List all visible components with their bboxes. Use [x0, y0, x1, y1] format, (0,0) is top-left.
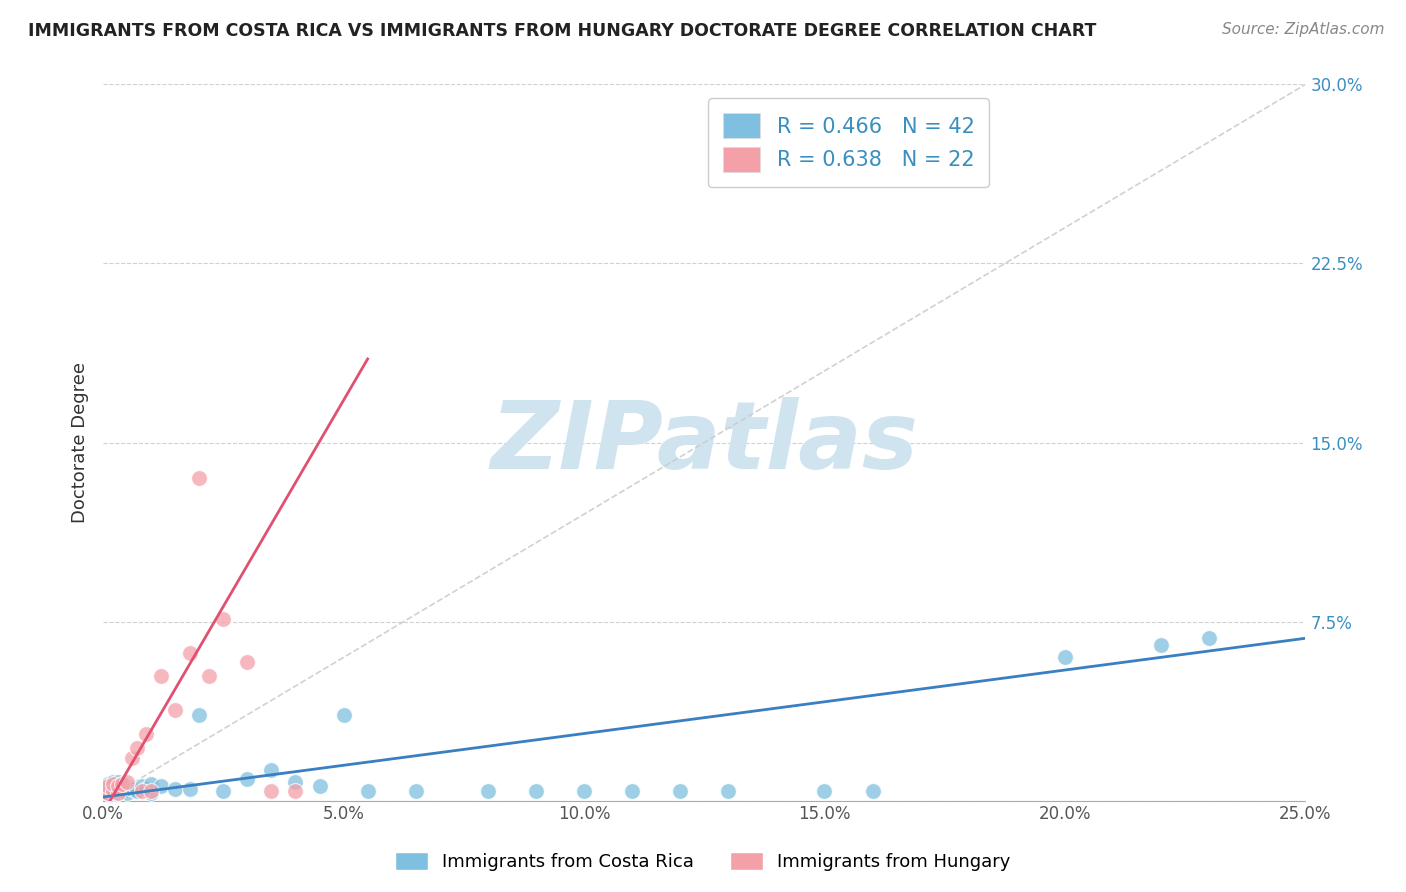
- Legend: Immigrants from Costa Rica, Immigrants from Hungary: Immigrants from Costa Rica, Immigrants f…: [388, 845, 1018, 879]
- Point: [149, 669, 172, 683]
- Point: [107, 787, 129, 801]
- Point: [121, 750, 143, 764]
- Point: [111, 777, 134, 791]
- Point: [284, 774, 307, 789]
- Point: [813, 784, 835, 798]
- Point: [717, 784, 740, 798]
- Point: [198, 669, 221, 683]
- Point: [356, 784, 378, 798]
- Point: [107, 779, 129, 793]
- Point: [141, 777, 163, 791]
- Point: [111, 784, 134, 798]
- Point: [97, 777, 120, 791]
- Point: [165, 703, 187, 717]
- Text: IMMIGRANTS FROM COSTA RICA VS IMMIGRANTS FROM HUNGARY DOCTORATE DEGREE CORRELATI: IMMIGRANTS FROM COSTA RICA VS IMMIGRANTS…: [28, 22, 1097, 40]
- Point: [236, 655, 259, 669]
- Point: [260, 763, 283, 777]
- Point: [101, 787, 124, 801]
- Point: [1150, 639, 1173, 653]
- Point: [111, 777, 134, 791]
- Point: [97, 787, 120, 801]
- Point: [107, 774, 129, 789]
- Legend: R = 0.466   N = 42, R = 0.638   N = 22: R = 0.466 N = 42, R = 0.638 N = 22: [709, 98, 990, 186]
- Point: [97, 787, 120, 801]
- Point: [524, 784, 547, 798]
- Point: [308, 779, 330, 793]
- Point: [135, 781, 157, 796]
- Point: [188, 471, 211, 485]
- Point: [1053, 650, 1076, 665]
- Point: [477, 784, 499, 798]
- Point: [165, 781, 187, 796]
- Point: [572, 784, 595, 798]
- Point: [101, 781, 124, 796]
- Point: [131, 784, 153, 798]
- Point: [107, 787, 129, 801]
- Y-axis label: Doctorate Degree: Doctorate Degree: [72, 362, 89, 523]
- Point: [115, 779, 138, 793]
- Text: ZIPatlas: ZIPatlas: [491, 397, 918, 489]
- Point: [115, 774, 138, 789]
- Point: [1198, 632, 1220, 646]
- Point: [141, 784, 163, 798]
- Point: [101, 774, 124, 789]
- Point: [101, 777, 124, 791]
- Point: [260, 784, 283, 798]
- Point: [621, 784, 644, 798]
- Point: [97, 779, 120, 793]
- Point: [236, 772, 259, 786]
- Point: [115, 787, 138, 801]
- Point: [141, 787, 163, 801]
- Point: [669, 784, 692, 798]
- Point: [179, 646, 201, 660]
- Point: [188, 707, 211, 722]
- Point: [149, 779, 172, 793]
- Point: [405, 784, 427, 798]
- Text: Source: ZipAtlas.com: Source: ZipAtlas.com: [1222, 22, 1385, 37]
- Point: [212, 784, 235, 798]
- Point: [179, 781, 201, 796]
- Point: [135, 727, 157, 741]
- Point: [121, 781, 143, 796]
- Point: [101, 784, 124, 798]
- Point: [212, 612, 235, 626]
- Point: [332, 707, 354, 722]
- Point: [107, 779, 129, 793]
- Point: [125, 784, 148, 798]
- Point: [97, 781, 120, 796]
- Point: [284, 784, 307, 798]
- Point: [131, 779, 153, 793]
- Point: [125, 741, 148, 756]
- Point: [862, 784, 884, 798]
